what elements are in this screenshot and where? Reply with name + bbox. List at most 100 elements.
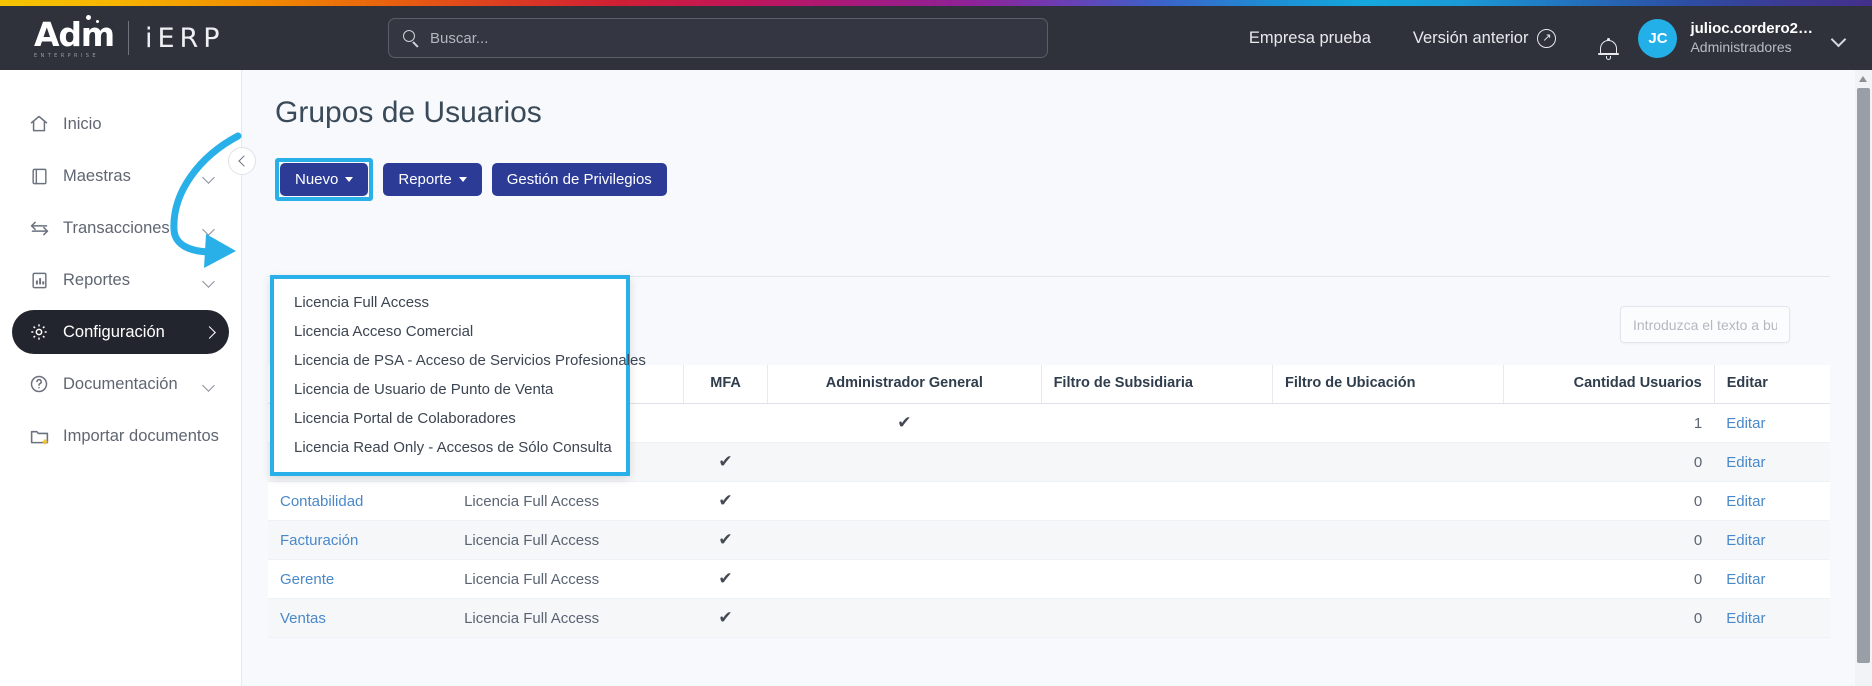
table-row[interactable]: Gerente Licencia Full Access ✔ 0 Editar bbox=[268, 559, 1830, 599]
dropdown-item-licencia-portal-colaboradores[interactable]: Licencia Portal de Colaboradores bbox=[294, 410, 516, 427]
cell-tipo: Licencia Full Access bbox=[452, 481, 684, 521]
external-link-icon: ↗ bbox=[1537, 28, 1557, 48]
chevron-down-icon bbox=[204, 277, 215, 284]
cell-administrador-general bbox=[767, 559, 1042, 599]
top-nav-right-group: Empresa prueba Versión anterior ↗ JC jul… bbox=[1249, 6, 1872, 70]
company-selector[interactable]: Empresa prueba bbox=[1248, 28, 1371, 47]
dropdown-item-licencia-psa[interactable]: Licencia de PSA - Acceso de Servicios Pr… bbox=[294, 352, 646, 369]
sidebar-item-inicio[interactable]: Inicio bbox=[12, 102, 229, 146]
column-header-editar[interactable]: Editar bbox=[1714, 365, 1830, 404]
grid-filter-input[interactable] bbox=[1620, 306, 1790, 343]
scrollbar-thumb[interactable] bbox=[1857, 88, 1870, 663]
nuevo-dropdown-menu: Licencia Full Access Licencia Acceso Com… bbox=[270, 275, 646, 476]
cell-descripcion: Contabilidad bbox=[268, 481, 453, 521]
top-navigation-bar: Adm ENTERPRISE iERP Buscar... Empresa pr… bbox=[0, 6, 1872, 70]
logo-dot-large-icon bbox=[85, 14, 91, 20]
sidebar-item-label: Configuración bbox=[63, 322, 165, 341]
cell-administrador-general bbox=[767, 598, 1042, 638]
reporte-button[interactable]: Reporte bbox=[383, 163, 482, 196]
table-row[interactable]: Facturación Licencia Full Access ✔ 0 Edi… bbox=[268, 520, 1830, 560]
edit-link[interactable]: Editar bbox=[1726, 570, 1766, 588]
accent-gradient-bar bbox=[0, 0, 1872, 6]
edit-link[interactable]: Editar bbox=[1726, 453, 1766, 471]
cell-editar: Editar bbox=[1714, 403, 1830, 443]
column-header-cantidad-usuarios[interactable]: Cantidad Usuarios bbox=[1503, 365, 1715, 404]
page-scrollbar[interactable] bbox=[1855, 70, 1872, 686]
brand-name-adm: Adm bbox=[34, 14, 115, 51]
group-link[interactable]: Gerente bbox=[280, 570, 335, 588]
nuevo-button[interactable]: Nuevo bbox=[280, 163, 369, 196]
user-role: Administradores bbox=[1690, 38, 1792, 55]
column-header-mfa[interactable]: MFA bbox=[683, 365, 769, 404]
sidebar-item-documentacion[interactable]: Documentación bbox=[12, 362, 229, 406]
chevron-down-icon bbox=[1833, 34, 1846, 42]
cell-filtro-ubicacion bbox=[1272, 520, 1504, 560]
transfer-icon bbox=[28, 217, 50, 239]
cell-tipo: Licencia Full Access bbox=[452, 520, 684, 560]
user-profile-text: julioc.cordero2… Administradores bbox=[1690, 20, 1813, 56]
user-name: julioc.cordero2… bbox=[1690, 19, 1813, 37]
reporte-button-label: Reporte bbox=[398, 171, 452, 188]
cell-filtro-subsidiaria bbox=[1041, 442, 1273, 482]
dropdown-item-licencia-punto-de-venta[interactable]: Licencia de Usuario de Punto de Venta bbox=[294, 381, 554, 398]
dropdown-item-licencia-read-only[interactable]: Licencia Read Only - Accesos de Sólo Con… bbox=[294, 439, 612, 456]
brand-tagline: ENTERPRISE bbox=[34, 52, 99, 59]
column-header-filtro-ubicacion[interactable]: Filtro de Ubicación bbox=[1272, 365, 1505, 404]
column-header-administrador-general[interactable]: Administrador General bbox=[767, 365, 1042, 404]
cell-cantidad-usuarios: 0 bbox=[1503, 442, 1715, 482]
sidebar-item-label: Transacciones bbox=[63, 218, 170, 237]
cell-mfa: ✔ bbox=[683, 481, 768, 521]
edit-link[interactable]: Editar bbox=[1726, 609, 1766, 627]
cell-mfa: ✔ bbox=[683, 598, 768, 638]
cell-filtro-subsidiaria bbox=[1041, 559, 1273, 599]
dropdown-item-licencia-acceso-comercial[interactable]: Licencia Acceso Comercial bbox=[294, 323, 474, 340]
cell-filtro-ubicacion bbox=[1272, 598, 1504, 638]
cell-mfa: ✔ bbox=[683, 520, 768, 560]
global-search-box[interactable]: Buscar... bbox=[388, 18, 1048, 58]
cell-cantidad-usuarios: 0 bbox=[1503, 559, 1715, 599]
edit-link[interactable]: Editar bbox=[1726, 492, 1766, 510]
cell-filtro-subsidiaria bbox=[1041, 598, 1273, 638]
cell-cantidad-usuarios: 0 bbox=[1503, 481, 1715, 521]
cell-mfa: ✔ bbox=[683, 559, 768, 599]
page-title: Grupos de Usuarios bbox=[275, 96, 542, 129]
cell-mfa: ✔ bbox=[683, 442, 768, 482]
cell-filtro-ubicacion bbox=[1272, 442, 1504, 482]
column-header-filtro-subsidiaria[interactable]: Filtro de Subsidiaria bbox=[1041, 365, 1273, 404]
help-icon bbox=[28, 373, 50, 395]
gestion-privilegios-button[interactable]: Gestión de Privilegios bbox=[491, 163, 667, 196]
cell-editar: Editar bbox=[1714, 520, 1830, 560]
scroll-up-arrow-icon[interactable] bbox=[1859, 76, 1867, 82]
gear-icon bbox=[28, 321, 50, 343]
group-link[interactable]: Ventas bbox=[280, 609, 326, 627]
sidebar-item-configuracion[interactable]: Configuración bbox=[12, 310, 229, 354]
cell-descripcion: Gerente bbox=[268, 559, 453, 599]
edit-link[interactable]: Editar bbox=[1726, 414, 1766, 432]
edit-link[interactable]: Editar bbox=[1726, 531, 1766, 549]
report-icon bbox=[28, 269, 50, 291]
sidebar-item-transacciones[interactable]: Transacciones bbox=[12, 206, 229, 250]
chevron-down-icon bbox=[204, 173, 215, 180]
previous-version-link[interactable]: Versión anterior ↗ bbox=[1413, 28, 1557, 48]
app-logo[interactable]: Adm ENTERPRISE iERP bbox=[34, 6, 264, 70]
table-row[interactable]: Ventas Licencia Full Access ✔ 0 Editar bbox=[268, 598, 1830, 638]
table-row[interactable]: Contabilidad Licencia Full Access ✔ 0 Ed… bbox=[268, 481, 1830, 521]
sidebar-item-importar-documentos[interactable]: Importar documentos bbox=[12, 414, 229, 458]
dropdown-item-licencia-full-access[interactable]: Licencia Full Access bbox=[294, 294, 430, 311]
user-profile-menu[interactable]: JC julioc.cordero2… Administradores bbox=[1638, 18, 1846, 58]
sidebar-collapse-button[interactable] bbox=[228, 147, 256, 175]
group-link[interactable]: Contabilidad bbox=[280, 492, 364, 510]
sidebar-item-maestras[interactable]: Maestras bbox=[12, 154, 229, 198]
chevron-right-icon bbox=[204, 329, 215, 336]
caret-down-icon bbox=[345, 177, 354, 182]
cell-tipo: Licencia Full Access bbox=[452, 559, 684, 599]
group-link[interactable]: Facturación bbox=[280, 531, 359, 549]
cell-cantidad-usuarios: 1 bbox=[1503, 403, 1715, 443]
cell-filtro-subsidiaria bbox=[1041, 403, 1273, 443]
book-icon bbox=[28, 165, 50, 187]
import-folder-icon bbox=[28, 425, 50, 447]
cell-administrador-general bbox=[767, 520, 1042, 560]
sidebar-item-label: Documentación bbox=[63, 374, 178, 393]
sidebar-item-reportes[interactable]: Reportes bbox=[12, 258, 229, 302]
cell-filtro-subsidiaria bbox=[1041, 481, 1273, 521]
